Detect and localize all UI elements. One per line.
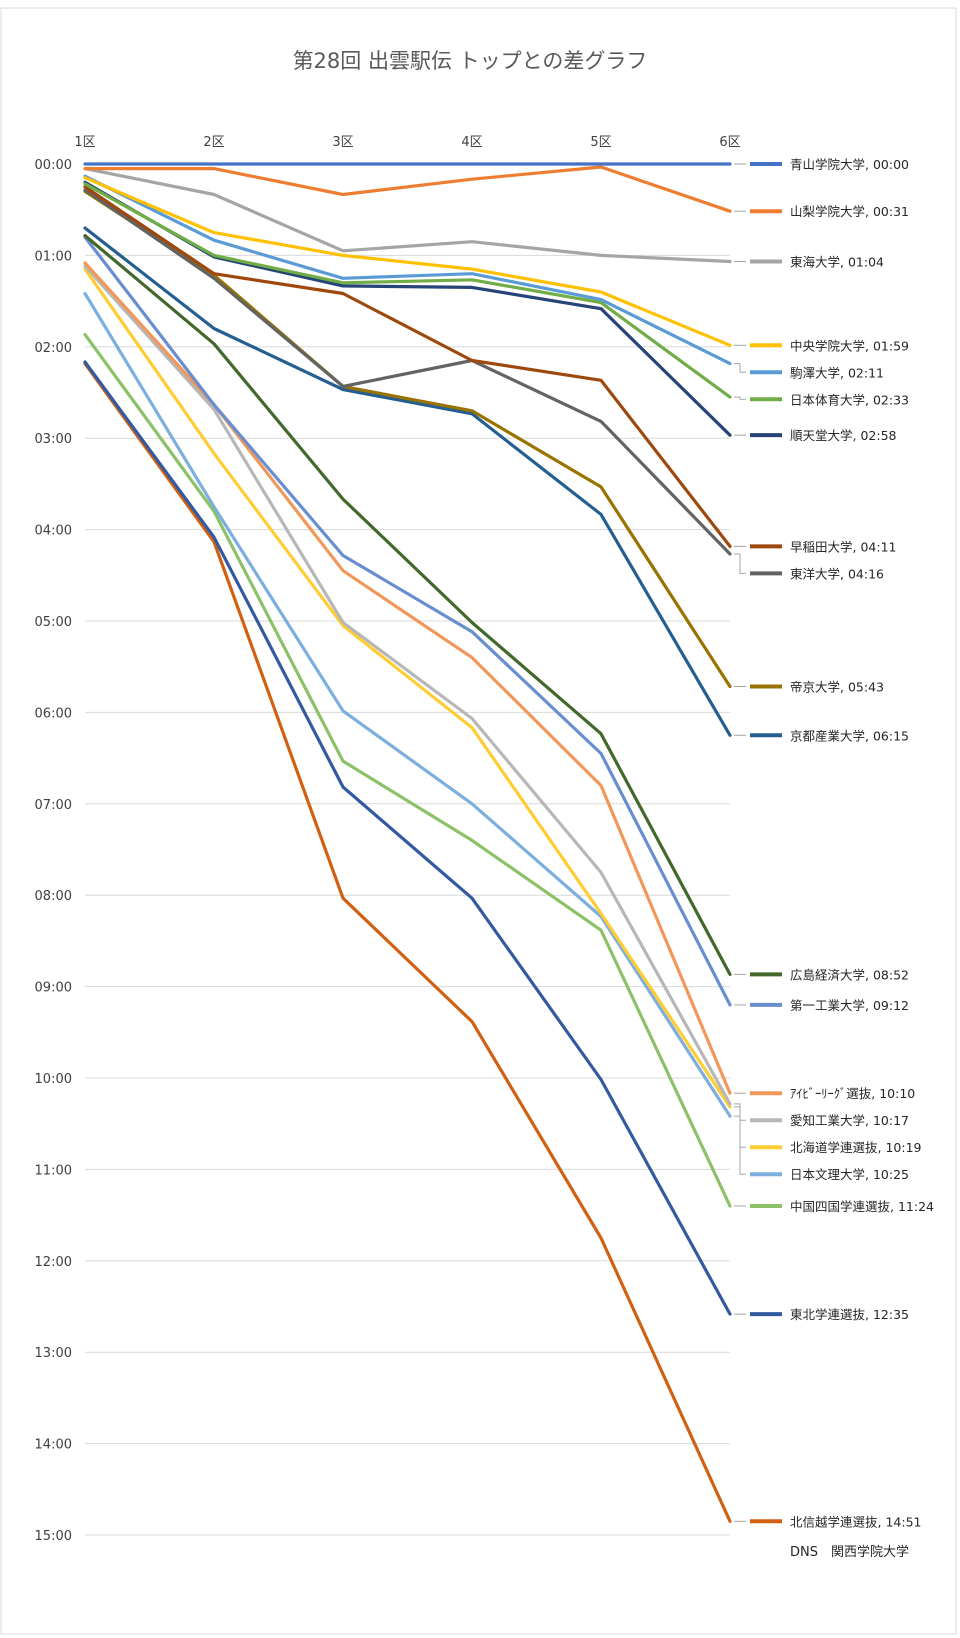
y-tick-label: 02:00 <box>35 341 72 356</box>
x-tick-label: 5区 <box>590 135 611 150</box>
series-end-label: 早稲田大学, 04:11 <box>790 539 896 554</box>
leader-line <box>734 363 746 373</box>
y-tick-label: 10:00 <box>35 1072 72 1087</box>
y-axis: 00:00 01:00 02:00 03:00 04:00 05:00 06:00 07:00… <box>35 158 72 1544</box>
leader-line <box>734 1115 746 1175</box>
gridlines <box>85 163 730 1536</box>
y-tick-label: 09:00 <box>35 981 72 996</box>
y-tick-label: 08:00 <box>35 889 72 904</box>
series-end-label: 順天堂大学, 02:58 <box>790 428 897 443</box>
series-end-label: 日本文理大学, 10:25 <box>790 1167 909 1182</box>
y-tick-label: 14:00 <box>35 1438 72 1453</box>
series-line <box>83 264 732 1106</box>
series-line <box>83 167 732 264</box>
leader-lines <box>734 163 746 1522</box>
series-line <box>83 235 732 1007</box>
series-end-label: 愛知工業大学, 10:17 <box>790 1113 909 1128</box>
y-tick-label: 11:00 <box>35 1163 72 1178</box>
series-end-label: 日本体育大学, 02:33 <box>790 392 909 407</box>
series-line <box>83 291 732 1118</box>
series-end-label: 北信越学連選抜, 14:51 <box>790 1514 921 1529</box>
y-tick-label: 03:00 <box>35 432 72 447</box>
leader-line <box>734 396 746 400</box>
chart-border <box>0 7 957 1635</box>
series-line <box>83 261 732 1095</box>
series-end-label: 帝京大学, 05:43 <box>790 680 884 695</box>
end-labels: 青山学院大学, 00:00 山梨学院大学, 00:31 東海大学, 01:04 中央学… <box>750 157 934 1529</box>
series-line <box>83 360 732 1316</box>
chart-title: 第28回 出雲駅伝 トップとの差グラフ <box>293 49 648 73</box>
y-tick-label: 04:00 <box>35 524 72 539</box>
series-end-label: 第一工業大学, 09:12 <box>790 998 909 1013</box>
y-tick-label: 12:00 <box>35 1255 72 1270</box>
series-line <box>83 185 732 549</box>
series-end-label: 山梨学院大学, 00:31 <box>790 204 909 219</box>
series-line <box>83 174 732 366</box>
leader-line <box>734 553 746 574</box>
series-end-label: 中国四国学連選抜, 11:24 <box>790 1199 934 1214</box>
x-tick-label: 4区 <box>461 135 482 150</box>
series-end-label: 東海大学, 01:04 <box>790 254 884 269</box>
footer-credit: DNS 関西学院大学 <box>790 1544 909 1560</box>
series-line <box>83 188 732 556</box>
y-tick-label: 00:00 <box>35 158 72 173</box>
series-end-label: 東北学連選抜, 12:35 <box>790 1307 909 1322</box>
series-end-label: 中央学院大学, 01:59 <box>790 338 909 353</box>
x-tick-label: 6区 <box>719 135 740 150</box>
series-end-label: 東洋大学, 04:16 <box>790 566 884 581</box>
series-line <box>83 267 732 1109</box>
y-tick-label: 15:00 <box>35 1529 72 1544</box>
series-line <box>83 226 732 737</box>
series-line <box>83 362 732 1523</box>
series-line <box>83 189 732 689</box>
y-tick-label: 01:00 <box>35 249 72 264</box>
y-tick-label: 13:00 <box>35 1346 72 1361</box>
series-end-label: 青山学院大学, 00:00 <box>790 157 909 172</box>
series-line <box>83 234 732 977</box>
series-end-label: 駒澤大学, 02:11 <box>790 365 884 380</box>
x-tick-label: 3区 <box>332 135 353 150</box>
series-end-label: 北海道学連選抜, 10:19 <box>790 1140 922 1155</box>
series-line <box>83 165 732 213</box>
series-end-label: ｱｲﾋﾞｰﾘｰｸﾞ選抜, 10:10 <box>790 1086 915 1101</box>
x-tick-label: 2区 <box>203 135 224 150</box>
x-tick-label: 1区 <box>74 135 95 150</box>
series-end-label: 広島経済大学, 08:52 <box>790 967 909 982</box>
series-line <box>83 333 732 1208</box>
y-tick-label: 06:00 <box>35 706 72 721</box>
series-lines <box>83 162 732 1523</box>
y-tick-label: 05:00 <box>35 615 72 630</box>
x-axis: 1区 2区 3区 4区 5区 6区 <box>74 135 740 150</box>
series-line <box>83 182 732 399</box>
series-line <box>83 176 732 347</box>
y-tick-label: 07:00 <box>35 798 72 813</box>
series-end-label: 京都産業大学, 06:15 <box>790 728 909 743</box>
